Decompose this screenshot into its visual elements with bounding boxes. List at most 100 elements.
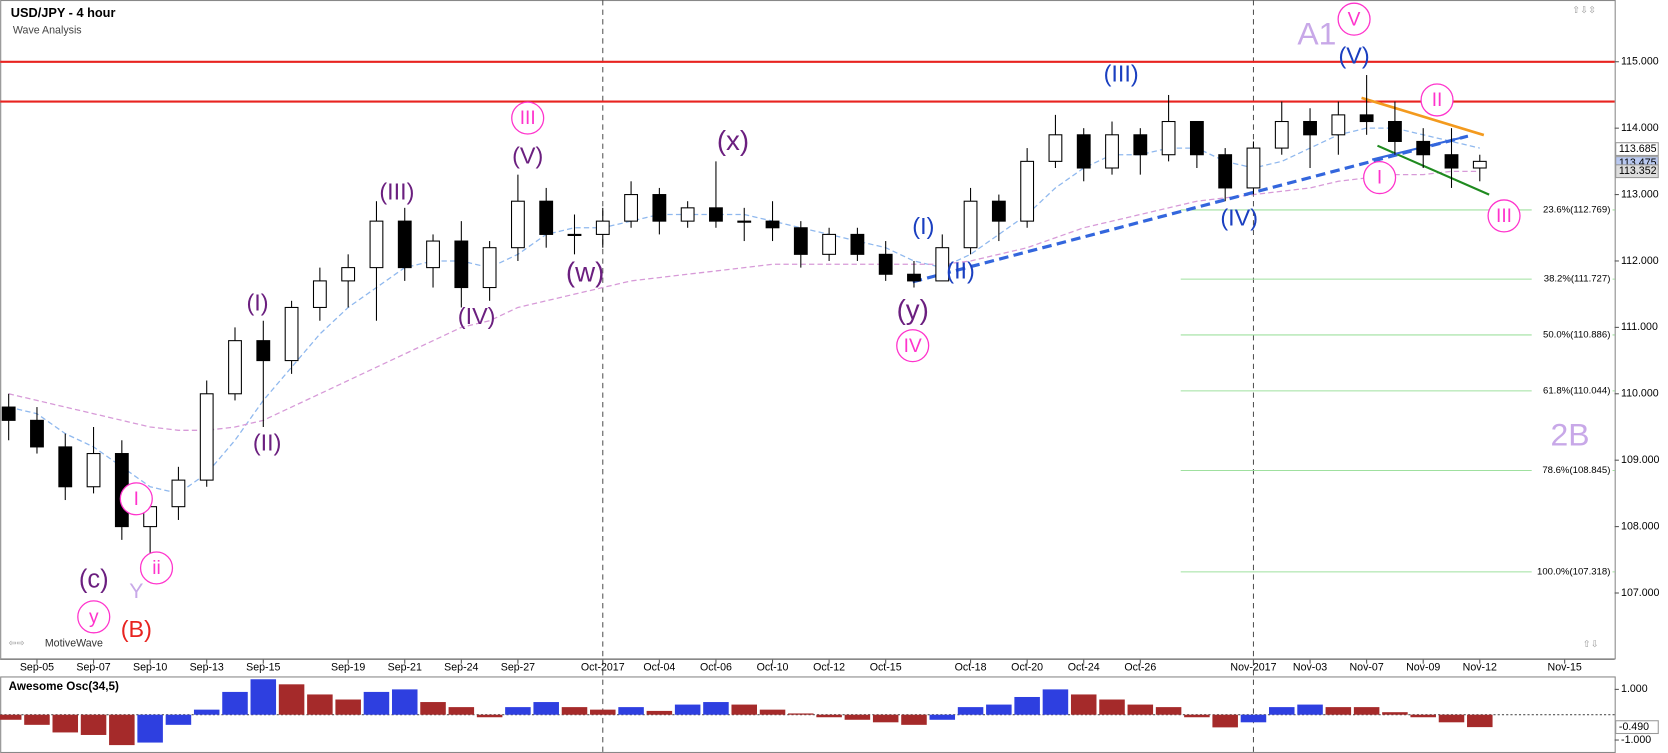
osc-bar	[759, 709, 786, 715]
scroll-icons[interactable]: ⇦⇨	[9, 638, 25, 649]
candle-body	[369, 220, 384, 269]
osc-bar	[618, 707, 644, 715]
x-tick-label: Oct-12	[813, 662, 845, 674]
osc-bar	[816, 714, 842, 718]
candle-body	[935, 247, 950, 282]
wave-label: (B)	[121, 616, 152, 642]
y-tick-label: 114.000	[1621, 122, 1659, 134]
wave-label: V	[1348, 9, 1361, 30]
wave-label: I	[1377, 168, 1382, 189]
osc-bar	[844, 714, 871, 720]
osc-title: Awesome Osc(34,5)	[9, 680, 119, 693]
candle-body	[312, 280, 327, 308]
x-tick-label: Sep-07	[76, 662, 110, 674]
fib-label-bg	[1531, 384, 1613, 398]
osc-bar	[957, 707, 984, 715]
x-tick-label: Oct-26	[1124, 662, 1156, 674]
x-tick-label: Nov-15	[1548, 662, 1582, 674]
x-tick-label: Sep-05	[20, 662, 54, 674]
wave-label: (V)	[1338, 43, 1369, 69]
x-tick-label: Sep-19	[331, 662, 365, 674]
osc-bar	[137, 714, 163, 743]
x-tick-label: Oct-04	[643, 662, 675, 674]
price-marker-label: 113.352	[1619, 165, 1657, 177]
osc-bar	[1353, 707, 1380, 715]
wave-label: 2B	[1550, 417, 1589, 453]
candle-body	[907, 273, 921, 282]
price-marker	[1615, 164, 1659, 179]
osc-bar	[986, 704, 1012, 715]
x-tick-label: Oct-06	[700, 662, 732, 674]
y-tick-label: 115.000	[1621, 56, 1659, 68]
candle-body	[482, 247, 497, 289]
y-tick-label: 109.000	[1621, 454, 1659, 466]
y-tick-label: 110.000	[1621, 388, 1659, 400]
wave-label: (III)	[379, 179, 414, 205]
zoom-icons[interactable]: ⇧⇩	[1583, 639, 1599, 650]
x-tick-label: Sep-21	[388, 662, 422, 674]
osc-bar	[1297, 704, 1323, 715]
osc-bar	[165, 714, 192, 725]
candle-body	[1161, 120, 1176, 156]
osc-bar	[1382, 712, 1408, 715]
candle-body	[341, 267, 356, 282]
candle-body	[1, 406, 16, 421]
watermark: MotiveWave	[45, 637, 103, 649]
wave-label: III	[1496, 206, 1512, 227]
osc-bar	[1467, 714, 1493, 728]
x-tick-label: Nov-03	[1293, 662, 1327, 674]
osc-bar	[1325, 707, 1352, 715]
fib-label-bg	[1531, 272, 1613, 286]
x-tick-label: Sep-27	[501, 662, 535, 674]
wave-label: Y	[129, 579, 143, 603]
candle-body	[765, 220, 780, 229]
wave-label: IV	[904, 336, 922, 357]
candle-body	[680, 207, 695, 222]
wave-label: II	[1432, 90, 1443, 111]
osc-bar	[872, 714, 899, 723]
wave-label: (y)	[897, 294, 929, 325]
toolbar-icons[interactable]: ⇧⇩⇳	[1572, 5, 1596, 16]
candle-body	[1105, 134, 1119, 169]
x-tick-label: Sep-15	[246, 662, 280, 674]
candle-body	[171, 479, 186, 508]
wave-label: (V)	[512, 143, 543, 169]
osc-bar	[109, 714, 135, 746]
chart-subtitle: Wave Analysis	[13, 25, 82, 37]
osc-bar	[533, 702, 559, 715]
x-tick-label: Oct-24	[1068, 662, 1100, 674]
wave-label: (I)	[247, 289, 269, 315]
fib-label: 50.0%(110.886)	[1543, 329, 1610, 340]
candle-body	[58, 446, 73, 488]
osc-bar	[335, 699, 361, 715]
y-tick-label: 113.000	[1621, 188, 1659, 200]
wave-circle	[1363, 161, 1397, 195]
x-tick-label: Nov-2017	[1230, 662, 1276, 674]
fib-label: 61.8%(110.044)	[1543, 385, 1610, 396]
fib-label-bg	[1531, 565, 1613, 579]
fib-label: 78.6%(108.845)	[1542, 465, 1610, 476]
osc-bar	[646, 710, 673, 715]
osc-bar	[788, 713, 814, 715]
fib-label-bg	[1531, 464, 1613, 477]
osc-bar	[703, 702, 729, 715]
candle-body	[963, 200, 978, 249]
x-tick-label: Nov-07	[1349, 662, 1383, 674]
osc-bar	[929, 714, 956, 720]
wave-label: (IV)	[458, 303, 496, 329]
candle-body	[1444, 154, 1459, 169]
x-tick-label: Oct-2017	[581, 662, 625, 674]
osc-bar	[1240, 714, 1267, 723]
osc-bar	[193, 709, 220, 715]
wave-circle	[511, 101, 545, 135]
x-tick-label: Nov-12	[1463, 662, 1497, 674]
osc-bar	[250, 679, 277, 715]
osc-bar	[1410, 714, 1436, 718]
trend-line	[912, 134, 1469, 284]
candle-body	[878, 253, 893, 275]
candle-body	[86, 453, 101, 488]
osc-bar	[476, 714, 503, 718]
x-tick-label: Sep-24	[444, 662, 478, 674]
